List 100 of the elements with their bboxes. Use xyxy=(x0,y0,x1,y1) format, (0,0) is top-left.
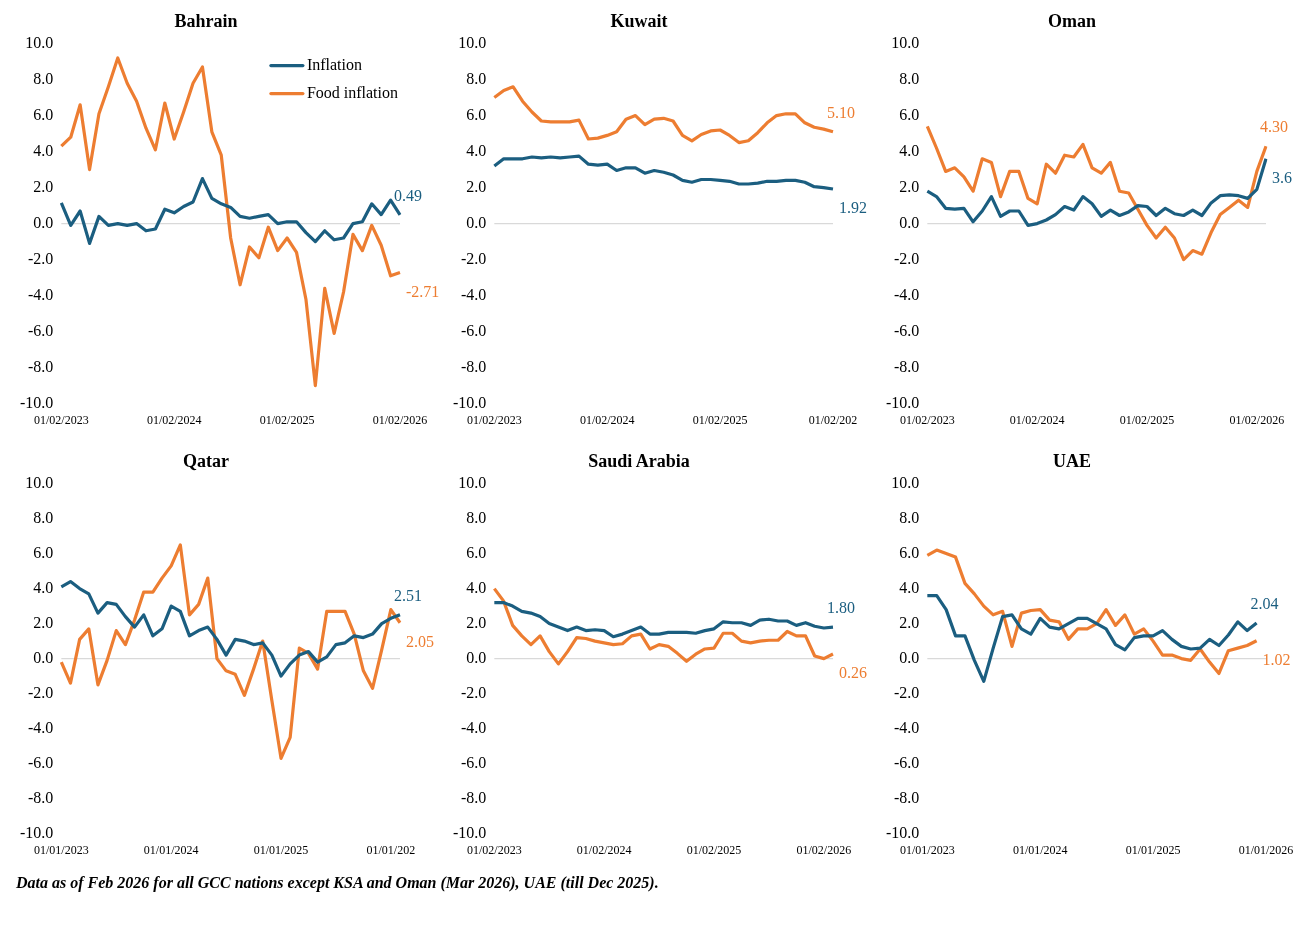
y-tick-label: -2.0 xyxy=(28,683,54,701)
legend-label: Food inflation xyxy=(306,83,398,101)
data-label: -2.71 xyxy=(406,282,440,300)
y-tick-label: 10.0 xyxy=(25,33,54,51)
y-tick-label: -2.0 xyxy=(461,249,487,267)
y-tick-label: 2.0 xyxy=(33,177,54,195)
y-tick-label: -6.0 xyxy=(461,321,487,339)
y-tick-label: -4.0 xyxy=(28,285,54,303)
x-tick-label: 01/02/2026 xyxy=(796,842,852,857)
x-tick-label: 01/02/2024 xyxy=(1009,412,1065,427)
y-tick-label: 8.0 xyxy=(466,508,487,526)
y-tick-label: -10.0 xyxy=(20,823,54,841)
y-tick-label: -6.0 xyxy=(28,321,54,339)
data-label: 5.10 xyxy=(827,104,855,121)
legend-label: Inflation xyxy=(306,55,362,73)
y-tick-label: -4.0 xyxy=(894,285,920,303)
y-tick-label: 6.0 xyxy=(466,105,487,123)
y-tick-label: 6.0 xyxy=(899,543,920,561)
y-tick-label: -4.0 xyxy=(461,718,487,736)
chart-title: Bahrain xyxy=(174,11,238,32)
y-tick-label: 0.0 xyxy=(33,648,54,666)
y-tick-label: 2.0 xyxy=(466,613,487,631)
y-tick-label: 6.0 xyxy=(33,105,54,123)
x-tick-label: 01/01/2023 xyxy=(899,842,955,857)
chart-title: UAE xyxy=(1052,451,1092,472)
y-tick-label: -10.0 xyxy=(886,393,920,411)
y-tick-label: 4.0 xyxy=(466,578,487,596)
y-tick-label: 10.0 xyxy=(891,33,920,51)
chart-title: Oman xyxy=(1047,11,1097,32)
x-tick-label: 01/02/2026 xyxy=(372,412,428,427)
y-tick-label: -2.0 xyxy=(461,683,487,701)
x-tick-label: 01/02/2023 xyxy=(466,842,522,857)
y-tick-label: 0.0 xyxy=(466,213,487,231)
data-label: 0.26 xyxy=(839,664,867,682)
x-tick-label: 01/01/2026 xyxy=(1238,842,1294,857)
x-tick-label: 01/01/2025 xyxy=(253,842,309,857)
y-tick-label: -8.0 xyxy=(894,788,920,806)
x-tick-label: 01/02/2025 xyxy=(1119,412,1175,427)
y-tick-label: -4.0 xyxy=(28,718,54,736)
y-tick-label: 8.0 xyxy=(899,508,920,526)
y-tick-label: 2.0 xyxy=(899,613,920,631)
y-tick-label: 4.0 xyxy=(33,578,54,596)
y-tick-label: 10.0 xyxy=(891,473,920,491)
y-tick-label: -6.0 xyxy=(28,753,54,771)
y-tick-label: -8.0 xyxy=(461,357,487,375)
y-tick-label: 4.0 xyxy=(466,141,487,159)
x-tick-label: 01/01/202 xyxy=(366,842,416,857)
y-tick-label: 6.0 xyxy=(899,105,920,123)
x-tick-label: 01/02/2024 xyxy=(146,412,202,427)
y-tick-label: -8.0 xyxy=(28,788,54,806)
data-label: 2.05 xyxy=(406,632,434,650)
y-tick-label: -10.0 xyxy=(20,393,54,411)
data-label: 1.02 xyxy=(1262,650,1291,668)
y-tick-label: 8.0 xyxy=(899,69,920,87)
data-label: 0.49 xyxy=(394,186,422,204)
chart-title: Qatar xyxy=(183,451,229,472)
data-label: 4.30 xyxy=(1260,118,1288,136)
y-tick-label: 0.0 xyxy=(899,213,920,231)
y-tick-label: -8.0 xyxy=(461,788,487,806)
y-tick-label: 0.0 xyxy=(466,648,487,666)
x-tick-label: 01/01/2024 xyxy=(143,842,199,857)
y-tick-label: 6.0 xyxy=(33,543,54,561)
data-label: 2.51 xyxy=(394,586,422,604)
x-tick-label: 01/02/2024 xyxy=(576,842,632,857)
y-tick-label: -8.0 xyxy=(894,357,920,375)
x-tick-label: 01/01/2023 xyxy=(33,842,89,857)
y-tick-label: 8.0 xyxy=(466,69,487,87)
y-tick-label: -6.0 xyxy=(461,753,487,771)
y-tick-label: -10.0 xyxy=(886,823,920,841)
y-tick-label: 8.0 xyxy=(33,69,54,87)
y-tick-label: -4.0 xyxy=(461,285,487,303)
y-tick-label: -6.0 xyxy=(894,753,920,771)
y-tick-label: -4.0 xyxy=(894,718,920,736)
x-tick-label: 01/02/2026 xyxy=(1229,412,1285,427)
y-tick-label: -2.0 xyxy=(28,249,54,267)
x-tick-label: 01/02/2025 xyxy=(259,412,315,427)
x-tick-label: 01/02/202 xyxy=(808,412,858,427)
y-tick-label: 8.0 xyxy=(33,508,54,526)
y-tick-label: 10.0 xyxy=(25,473,54,491)
x-tick-label: 01/02/2025 xyxy=(686,842,742,857)
chart-title: Kuwait xyxy=(610,11,668,32)
y-tick-label: 2.0 xyxy=(899,177,920,195)
data-label: 1.92 xyxy=(839,199,867,217)
x-tick-label: 01/02/2023 xyxy=(33,412,89,427)
y-tick-label: 4.0 xyxy=(899,578,920,596)
y-tick-label: 0.0 xyxy=(899,648,920,666)
y-tick-label: -2.0 xyxy=(894,683,920,701)
x-tick-label: 01/02/2023 xyxy=(899,412,955,427)
x-tick-label: 01/01/2024 xyxy=(1012,842,1068,857)
data-label: 3.6 xyxy=(1272,169,1292,186)
y-tick-label: -8.0 xyxy=(28,357,54,375)
y-tick-label: 10.0 xyxy=(458,473,487,491)
y-tick-label: -2.0 xyxy=(894,249,920,267)
y-tick-label: -10.0 xyxy=(453,393,487,411)
y-tick-label: 0.0 xyxy=(33,213,54,231)
data-label: 1.80 xyxy=(827,599,855,617)
y-tick-label: 6.0 xyxy=(466,543,487,561)
y-tick-label: 4.0 xyxy=(899,141,920,159)
y-tick-label: 10.0 xyxy=(458,33,487,51)
y-tick-label: 4.0 xyxy=(33,141,54,159)
